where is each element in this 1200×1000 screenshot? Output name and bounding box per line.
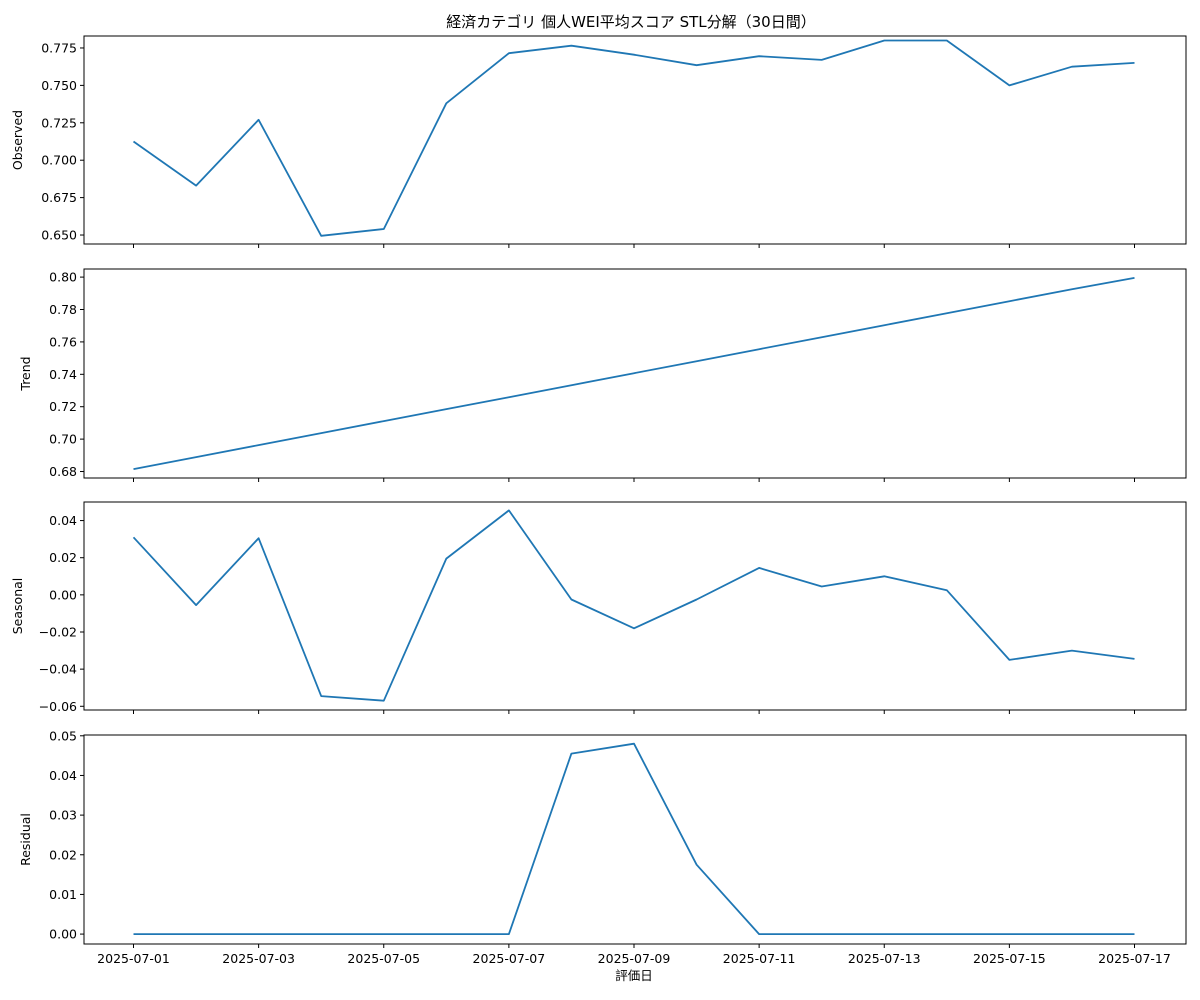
x-tick-label: 2025-07-07 (473, 951, 546, 966)
y-axis-label: Residual (18, 813, 33, 866)
y-tick-label: 0.74 (49, 367, 77, 382)
panel-seasonal: −0.06 −0.04 −0.02 0.00 0.02 0.04 Seasonal (10, 501, 1187, 714)
y-tick-label: 0.00 (49, 927, 77, 942)
x-tick-label: 2025-07-13 (848, 951, 921, 966)
y-tick-label: 0.78 (49, 302, 77, 317)
y-tick-label: −0.02 (39, 625, 77, 640)
panels: 0.6500.6750.7000.7250.7500.775Observed0.… (10, 35, 1187, 966)
y-tick-label: 0.700 (41, 153, 77, 168)
y-tick-label: 0.01 (49, 887, 77, 902)
x-tick-label: 2025-07-09 (598, 951, 671, 966)
x-tick-label: 2025-07-05 (347, 951, 420, 966)
x-tick-label: 2025-07-17 (1098, 951, 1171, 966)
panel-trend: 0.68 0.70 0.72 0.74 0.76 0.78 0.80 Trend (18, 268, 1187, 482)
axes-frame (83, 501, 1187, 711)
y-tick-label: 0.68 (49, 464, 77, 479)
series-line-seasonal (132, 509, 1135, 702)
axes-frame (83, 268, 1187, 479)
y-axis-label: Observed (10, 110, 25, 170)
y-tick-label: 0.675 (41, 190, 77, 205)
y-tick-label: 0.70 (49, 432, 77, 447)
y-tick-label: 0.650 (41, 228, 77, 243)
y-axis-label: Seasonal (10, 578, 25, 635)
chart-title: 経済カテゴリ 個人WEI平均スコア STL分解（30日間） (446, 13, 815, 31)
y-tick-label: −0.04 (39, 662, 77, 677)
y-tick-label: 0.775 (41, 40, 77, 55)
y-tick-label: 0.80 (49, 270, 77, 285)
y-tick-label: −0.06 (39, 699, 77, 714)
x-tick-label: 2025-07-11 (723, 951, 796, 966)
axes-frame (83, 35, 1187, 245)
y-tick-label: 0.750 (41, 78, 77, 93)
y-tick-label: 0.00 (49, 587, 77, 602)
panel-residual: 0.00 0.01 0.02 0.03 0.04 0.05 2025-07-01 2025-0… (18, 728, 1187, 966)
x-tick-label: 2025-07-03 (222, 951, 295, 966)
x-axis-label: 評価日 (615, 968, 653, 983)
series-line-residual (133, 742, 1135, 935)
x-tick-label: 2025-07-01 (97, 951, 170, 966)
y-tick-label: 0.03 (49, 808, 77, 823)
x-tick-label: 2025-07-15 (973, 951, 1046, 966)
y-tick-label: 0.76 (49, 334, 77, 349)
y-tick-label: 0.04 (49, 513, 77, 528)
series-line-trend (133, 277, 1135, 470)
series-line-observed (132, 39, 1135, 237)
axes-frame (83, 734, 1187, 945)
y-tick-label: 0.72 (49, 399, 77, 414)
y-axis-label: Trend (18, 356, 33, 391)
y-tick-label: 0.02 (49, 550, 77, 565)
y-tick-label: 0.04 (49, 768, 77, 783)
panel-observed: 0.650 0.675 0.700 0.725 0.750 0.775 Observed (10, 35, 1187, 248)
y-tick-label: 0.05 (49, 728, 77, 743)
y-tick-label: 0.02 (49, 847, 77, 862)
y-tick-label: 0.725 (41, 115, 77, 130)
